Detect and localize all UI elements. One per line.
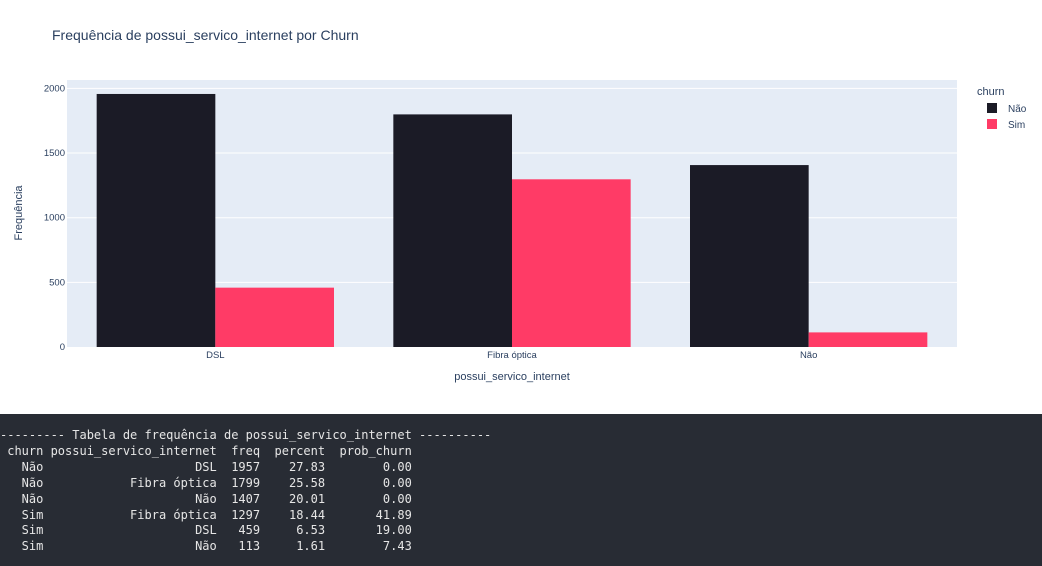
bar-sim-2 [809, 332, 928, 347]
y-tick-label: 0 [60, 342, 65, 353]
x-axis-title: possui_servico_internet [454, 371, 570, 383]
console-line: Sim DSL 459 6.53 19.00 [0, 523, 412, 537]
bar-nao-0 [97, 94, 216, 347]
legend-swatch[interactable] [987, 119, 997, 129]
console-output: --------- Tabela de frequência de possui… [0, 414, 1042, 566]
bar-nao-2 [690, 165, 809, 347]
console-line: --------- Tabela de frequência de possui… [0, 428, 491, 442]
legend: churn Não Sim [977, 86, 1027, 131]
legend-label[interactable]: Não [1008, 104, 1027, 115]
legend-items: Não Sim [987, 103, 1027, 131]
y-tick-label: 1000 [44, 213, 65, 224]
bar-nao-1 [393, 114, 512, 347]
x-tick-label: Fibra óptica [487, 350, 537, 361]
x-tick-label: Não [800, 350, 817, 361]
console-line: Sim Fibra óptica 1297 18.44 41.89 [0, 508, 412, 522]
y-tick-label: 2000 [44, 83, 65, 94]
console-line: Não Fibra óptica 1799 25.58 0.00 [0, 476, 412, 490]
bar-chart: Frequência de possui_servico_internet po… [0, 0, 1042, 414]
bar-sim-1 [512, 179, 631, 347]
y-tick-label: 1500 [44, 148, 65, 159]
chart-area: Frequência de possui_servico_internet po… [0, 0, 1042, 414]
x-tick-label: DSL [206, 350, 224, 361]
legend-swatch[interactable] [987, 103, 997, 113]
console-line: Não DSL 1957 27.83 0.00 [0, 460, 412, 474]
legend-title: churn [977, 86, 1005, 98]
legend-label[interactable]: Sim [1008, 120, 1025, 131]
y-tick-label: 500 [49, 277, 65, 288]
x-tick-labels: DSL Fibra óptica Não [206, 350, 817, 361]
frequency-table-text: --------- Tabela de frequência de possui… [0, 428, 1042, 555]
console-line: churn possui_servico_internet freq perce… [0, 444, 412, 458]
console-line: Não Não 1407 20.01 0.00 [0, 492, 412, 506]
y-axis-title: Frequência [13, 185, 25, 241]
y-tick-labels: 0 500 1000 1500 2000 [44, 83, 65, 353]
console-line: Sim Não 113 1.61 7.43 [0, 539, 412, 553]
chart-title: Frequência de possui_servico_internet po… [52, 27, 359, 43]
bar-sim-0 [215, 288, 334, 347]
